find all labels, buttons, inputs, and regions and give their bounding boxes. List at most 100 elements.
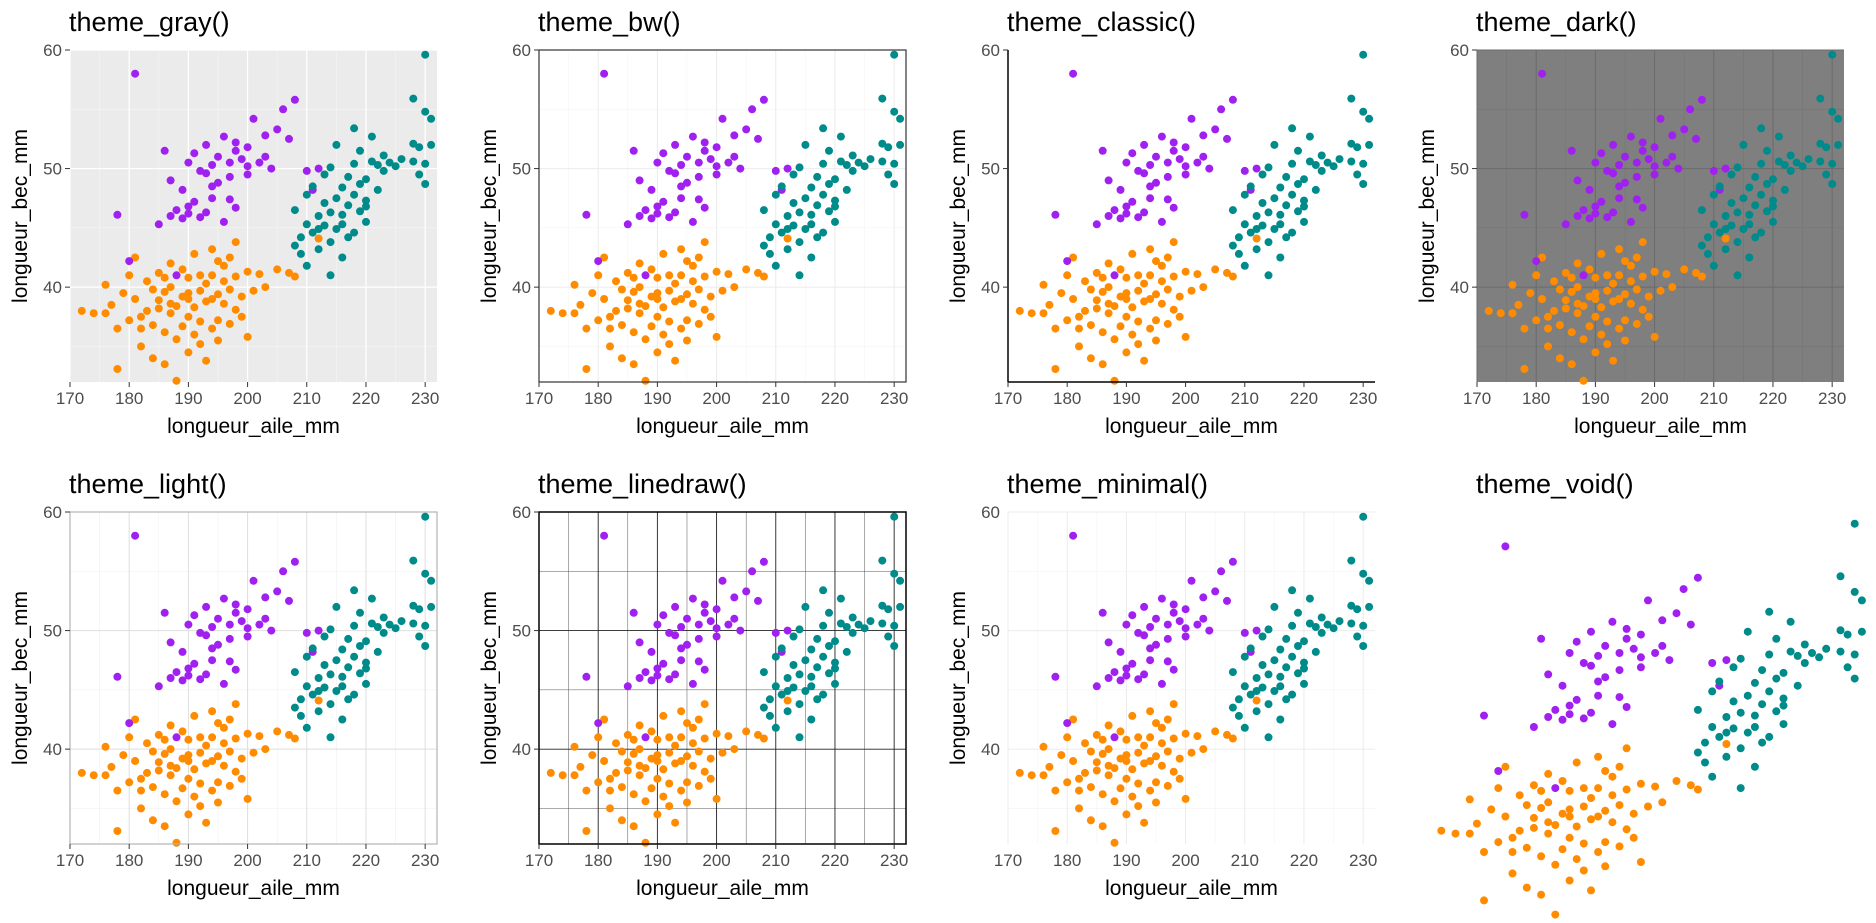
data-point	[1597, 197, 1606, 206]
data-point	[1621, 178, 1629, 187]
data-point	[700, 600, 709, 609]
data-point	[231, 238, 240, 247]
data-point	[160, 749, 169, 758]
data-point	[819, 652, 828, 661]
x-axis-title: longueur_aile_mm	[1105, 415, 1278, 438]
data-point	[1223, 268, 1231, 277]
data-point	[1246, 228, 1255, 237]
data-point	[1622, 634, 1631, 643]
data-point	[1626, 261, 1635, 270]
data-point	[890, 642, 899, 650]
data-point	[1662, 270, 1671, 279]
data-point	[308, 228, 317, 237]
panel-background	[539, 50, 906, 382]
data-point	[143, 277, 151, 286]
data-point	[1529, 823, 1538, 832]
data-point	[1703, 233, 1712, 242]
data-point	[623, 758, 632, 767]
data-point	[795, 163, 804, 172]
data-point	[576, 300, 585, 309]
data-point	[635, 745, 644, 754]
data-point	[1353, 632, 1362, 641]
data-point	[208, 757, 217, 765]
data-point	[154, 730, 163, 739]
data-point	[617, 747, 626, 756]
data-point	[647, 784, 656, 793]
data-point	[1532, 316, 1541, 325]
data-point	[1152, 752, 1160, 761]
data-point	[1615, 161, 1624, 169]
data-point	[1288, 621, 1297, 630]
data-point	[409, 619, 418, 628]
data-point	[647, 214, 656, 223]
data-point	[754, 730, 762, 739]
data-point	[706, 155, 715, 164]
data-point	[219, 739, 228, 748]
data-point	[1187, 114, 1196, 123]
y-axis-title: longueur_bec_mm	[478, 129, 501, 303]
data-point	[1621, 257, 1629, 266]
data-point	[836, 619, 845, 628]
data-point	[694, 747, 703, 756]
data-point	[1515, 826, 1524, 835]
data-point	[1157, 217, 1166, 226]
x-tick-label: 230	[1349, 851, 1377, 870]
data-point	[1779, 720, 1788, 729]
data-point	[1472, 819, 1481, 828]
data-point	[1134, 733, 1143, 742]
data-point	[1608, 617, 1617, 626]
data-point	[606, 312, 614, 321]
data-point	[1294, 642, 1302, 650]
data-point	[819, 190, 828, 199]
data-point	[1264, 625, 1273, 634]
data-point	[1537, 786, 1546, 795]
data-point	[1551, 821, 1560, 829]
panel-title: theme_light()	[69, 469, 227, 499]
y-tick-label: 50	[512, 622, 531, 641]
data-point	[1288, 190, 1297, 199]
data-point	[1626, 217, 1635, 226]
data-point	[243, 794, 252, 803]
data-point	[1520, 324, 1529, 333]
data-point	[1772, 707, 1781, 716]
data-point	[671, 356, 680, 365]
data-point	[154, 304, 163, 313]
data-point	[641, 668, 650, 677]
data-point	[1122, 273, 1131, 282]
data-point	[243, 605, 252, 614]
data-point	[1638, 138, 1647, 147]
data-point	[777, 644, 786, 653]
data-point	[225, 195, 234, 204]
data-point	[831, 658, 839, 667]
data-point	[1104, 299, 1113, 308]
data-point	[671, 670, 680, 679]
data-point	[688, 217, 697, 226]
data-point	[1282, 172, 1291, 181]
data-point	[320, 683, 329, 692]
data-point	[1668, 283, 1677, 292]
data-point	[1217, 105, 1226, 114]
data-point	[842, 647, 851, 656]
data-point	[1240, 652, 1249, 661]
data-point	[196, 748, 205, 757]
data-point	[255, 270, 264, 279]
data-point	[1234, 695, 1243, 704]
data-point	[878, 619, 887, 628]
data-point	[854, 158, 863, 167]
data-point	[1092, 304, 1101, 313]
data-point	[677, 644, 686, 653]
panel-title: theme_classic()	[1007, 7, 1196, 37]
data-point	[1122, 209, 1131, 218]
data-point	[1632, 195, 1641, 204]
data-point	[1317, 151, 1326, 160]
data-point	[1573, 176, 1582, 185]
data-point	[582, 210, 591, 219]
data-point	[231, 305, 240, 314]
data-point	[795, 733, 804, 742]
data-point	[1573, 212, 1582, 220]
data-point	[1039, 280, 1048, 289]
data-point	[160, 287, 169, 296]
data-point	[1709, 190, 1718, 199]
data-point	[208, 271, 217, 280]
data-point	[1098, 146, 1107, 155]
